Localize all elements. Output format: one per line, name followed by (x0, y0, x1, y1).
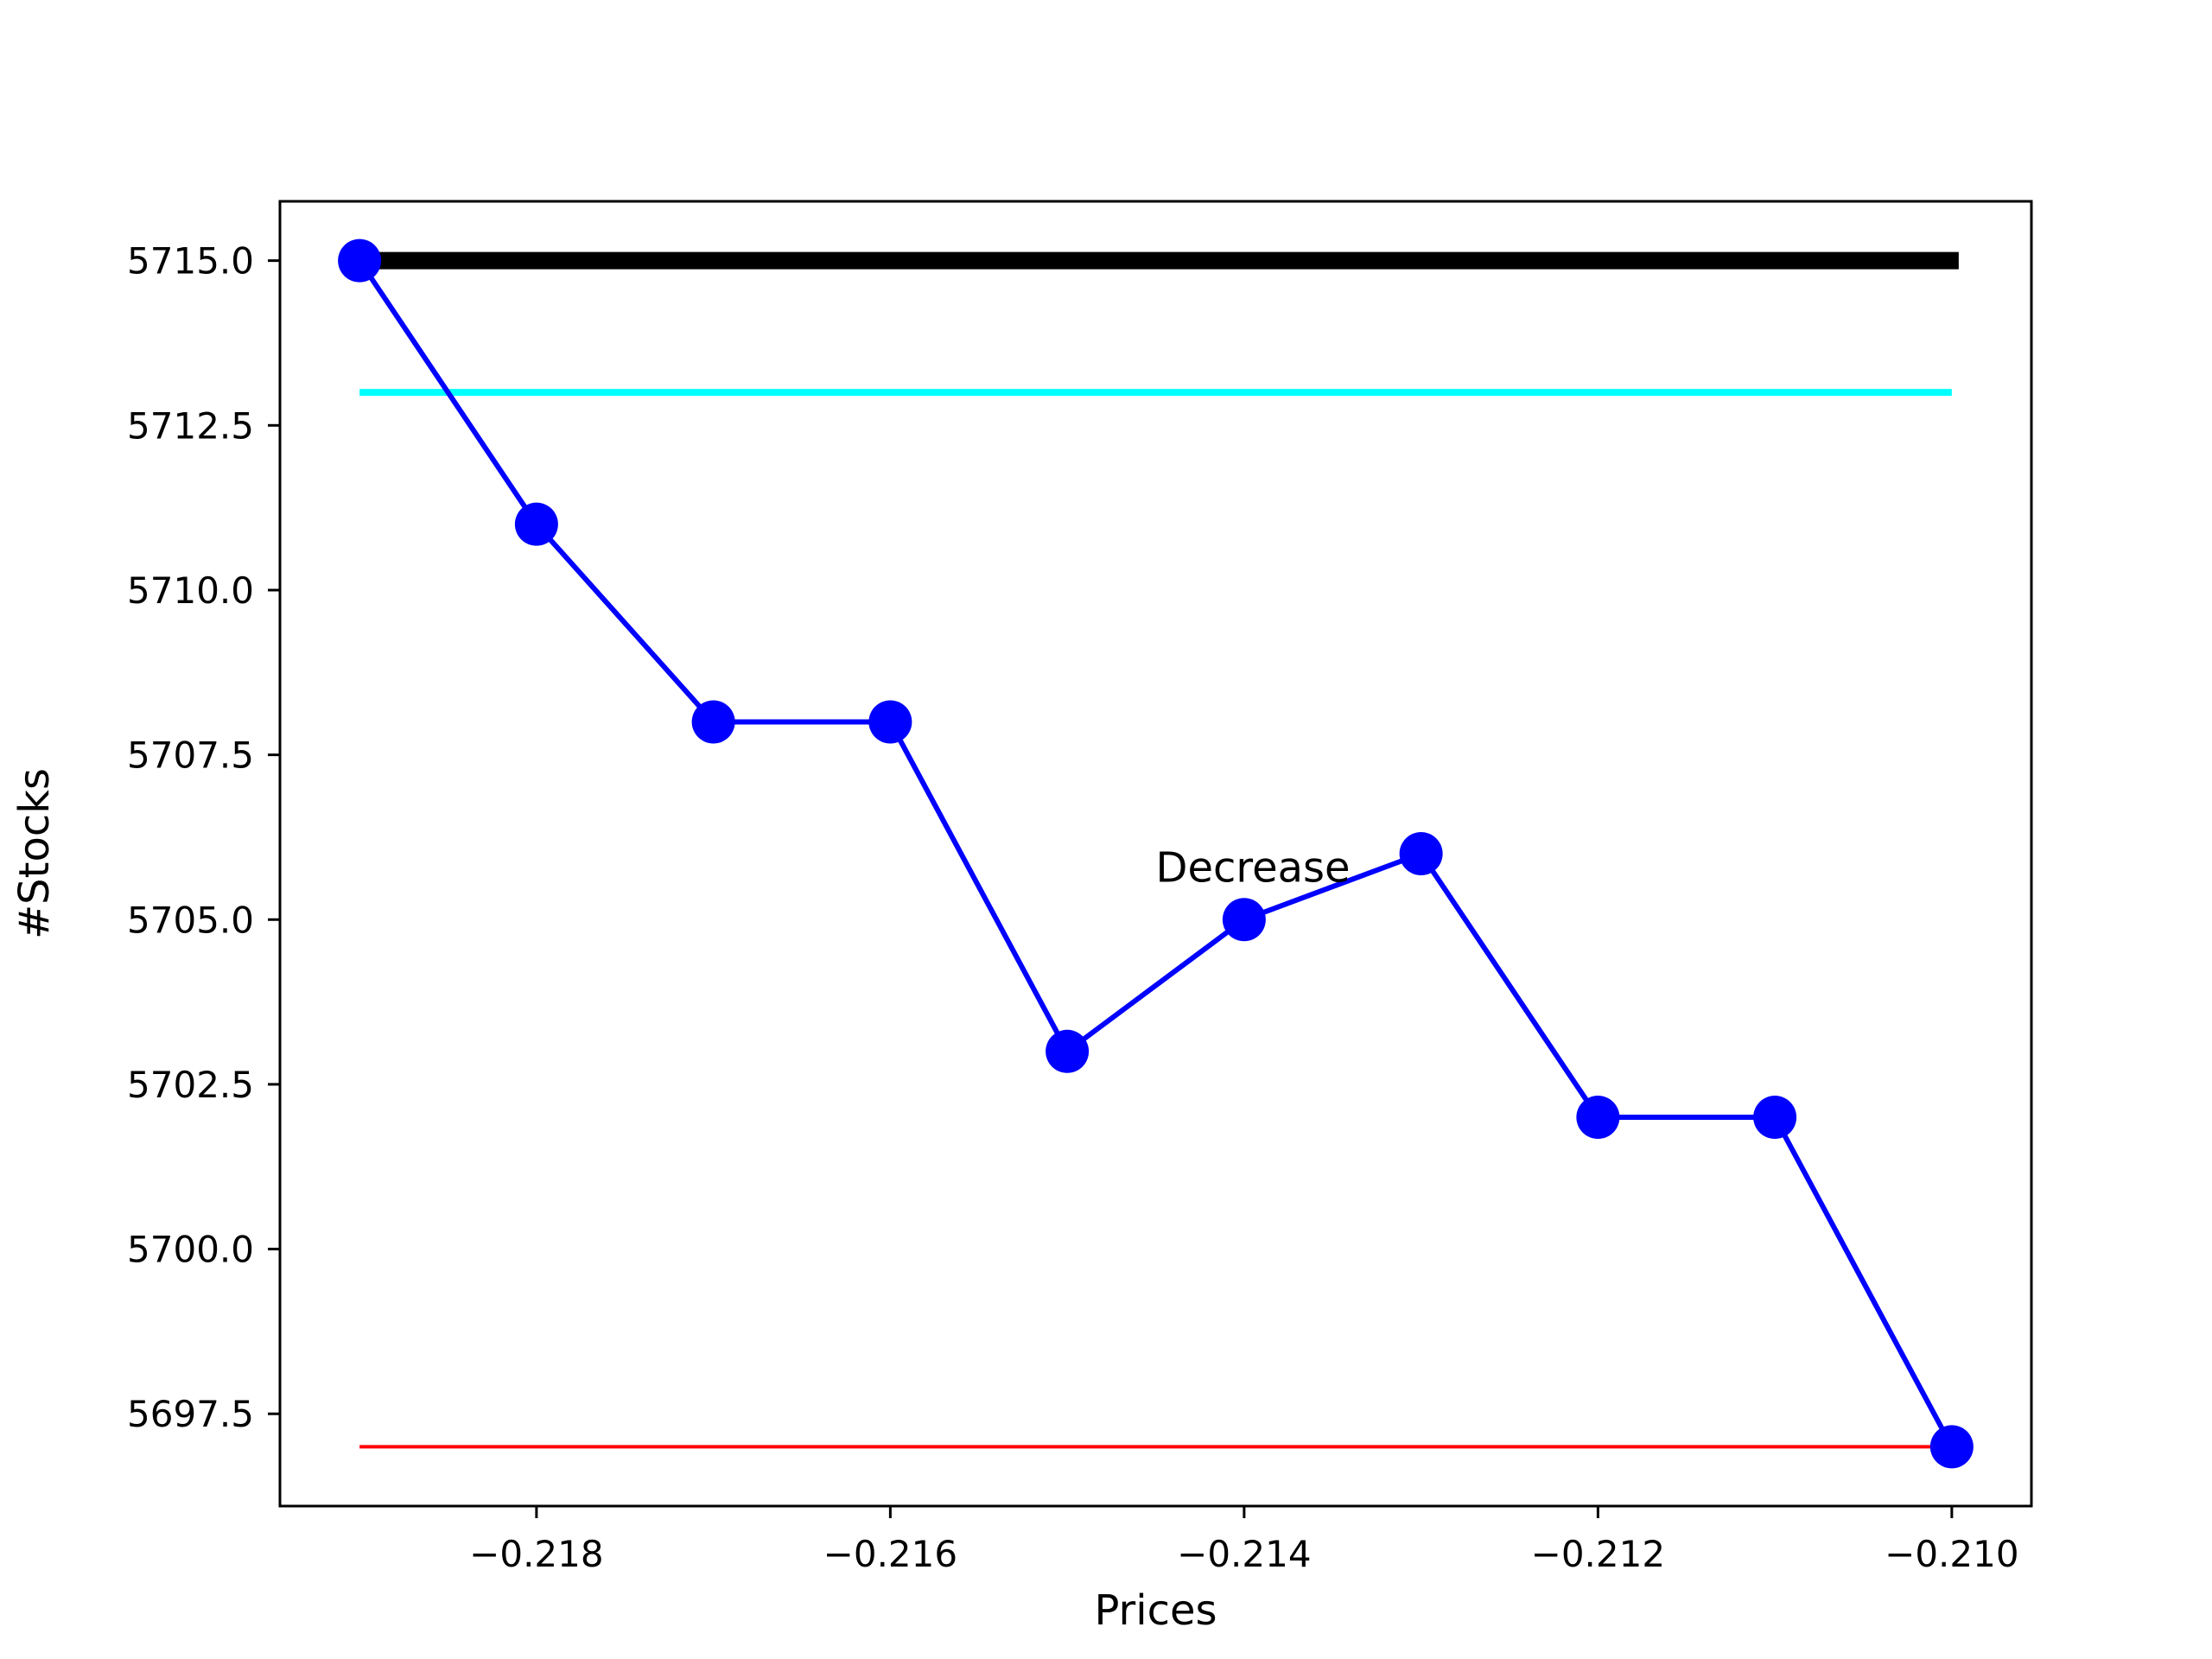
y-tick-label: 5697.5 (127, 1393, 254, 1435)
y-tick-label: 5702.5 (127, 1064, 254, 1106)
x-tick-label: −0.210 (1885, 1533, 2018, 1575)
y-tick-label: 5707.5 (127, 734, 254, 777)
x-tick-label: −0.214 (1177, 1533, 1311, 1575)
series-line-1 (357, 258, 1955, 1448)
data-point (514, 502, 558, 546)
y-tick-label: 5705.0 (127, 899, 254, 941)
reference-lines (359, 251, 1959, 1449)
data-point (1576, 1096, 1620, 1140)
y-tick-label: 5700.0 (127, 1229, 254, 1271)
data-point (691, 700, 735, 744)
data-point (1929, 1425, 1974, 1469)
y-axis-label: #Stocks (10, 768, 59, 939)
y-tick-label: 5715.0 (127, 240, 254, 283)
plot-area-frame (278, 200, 2033, 1508)
data-point (1222, 898, 1266, 942)
x-tick-label: −0.212 (1531, 1533, 1665, 1575)
y-tick-label: 5710.0 (127, 569, 254, 612)
series-layer (338, 238, 1974, 1469)
x-tick-label: −0.216 (823, 1533, 957, 1575)
annotation-layer: Decrease (1156, 843, 1351, 892)
data-point (868, 700, 912, 744)
x-axis-label: Prices (1094, 1586, 1217, 1635)
x-axis-ticks: −0.218 −0.216 −0.214 −0.212 −0.210 (469, 1506, 2019, 1575)
data-point (1753, 1096, 1797, 1140)
data-point (1046, 1029, 1090, 1073)
data-point (338, 238, 382, 283)
annotation-label: Decrease (1156, 843, 1351, 892)
x-tick-label: −0.218 (469, 1533, 603, 1575)
y-tick-label: 5712.5 (127, 404, 254, 447)
data-point (1399, 832, 1443, 875)
y-axis-ticks: 5697.5 5700.0 5702.5 5705.0 5707.5 5710.0 5712… (127, 240, 280, 1435)
